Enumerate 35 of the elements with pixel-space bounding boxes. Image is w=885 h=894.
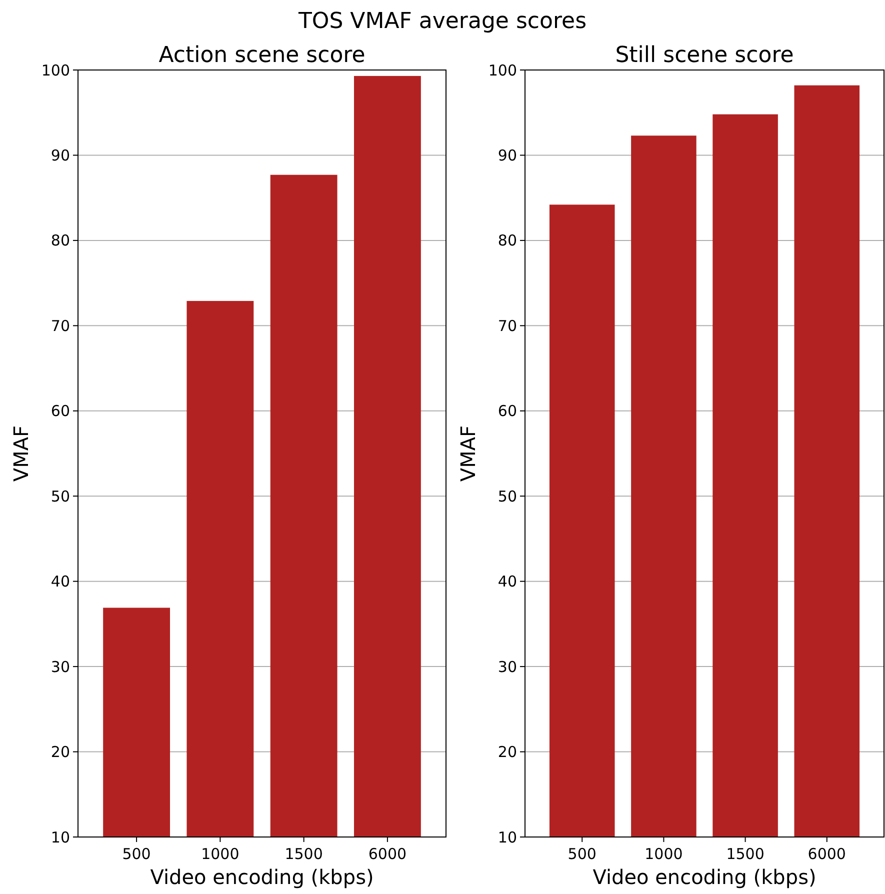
y-tick-label: 50: [498, 487, 517, 506]
x-tick-label: 500: [122, 845, 151, 863]
y-tick-label: 60: [50, 402, 70, 420]
y-tick-label: 70: [50, 316, 70, 335]
y-tick-label: 30: [50, 658, 70, 676]
y-tick-label: 20: [498, 743, 517, 762]
y-tick-label: 90: [498, 146, 517, 164]
y-tick-label: 40: [50, 572, 70, 591]
y-axis-title: VMAF: [456, 425, 480, 482]
y-tick-label: 70: [498, 316, 517, 335]
text: TOS VMAF average scores: [297, 9, 587, 34]
y-tick-label: 80: [50, 232, 70, 250]
y-tick-label: 90: [50, 146, 70, 164]
y-axis-title: VMAF: [9, 425, 33, 482]
x-axis-title: Video encoding (kbps): [150, 865, 374, 889]
y-tick-label: 40: [498, 572, 517, 591]
chart-title: Action scene score: [158, 43, 366, 68]
y-tick-label: 80: [498, 232, 517, 250]
y-tick-label: 60: [498, 402, 517, 420]
y-tick-label: 100: [41, 61, 70, 80]
y-tick-label: 50: [50, 487, 70, 506]
x-tick-label: 1500: [726, 845, 764, 863]
x-tick-label: 500: [568, 845, 596, 863]
x-tick-label: 1000: [201, 845, 240, 863]
x-axis-title: Video encoding (kbps): [592, 865, 816, 889]
y-tick-label: 100: [488, 61, 517, 80]
chart-title: Still scene score: [615, 43, 794, 68]
y-tick-label: 10: [50, 828, 70, 846]
y-tick-label: 10: [498, 828, 517, 846]
x-tick-label: 1000: [644, 845, 683, 863]
y-tick-label: 30: [498, 658, 517, 676]
y-tick-label: 20: [50, 743, 70, 762]
x-tick-label: 6000: [368, 845, 407, 863]
x-tick-label: 1500: [284, 845, 323, 863]
x-tick-label: 6000: [808, 845, 846, 863]
